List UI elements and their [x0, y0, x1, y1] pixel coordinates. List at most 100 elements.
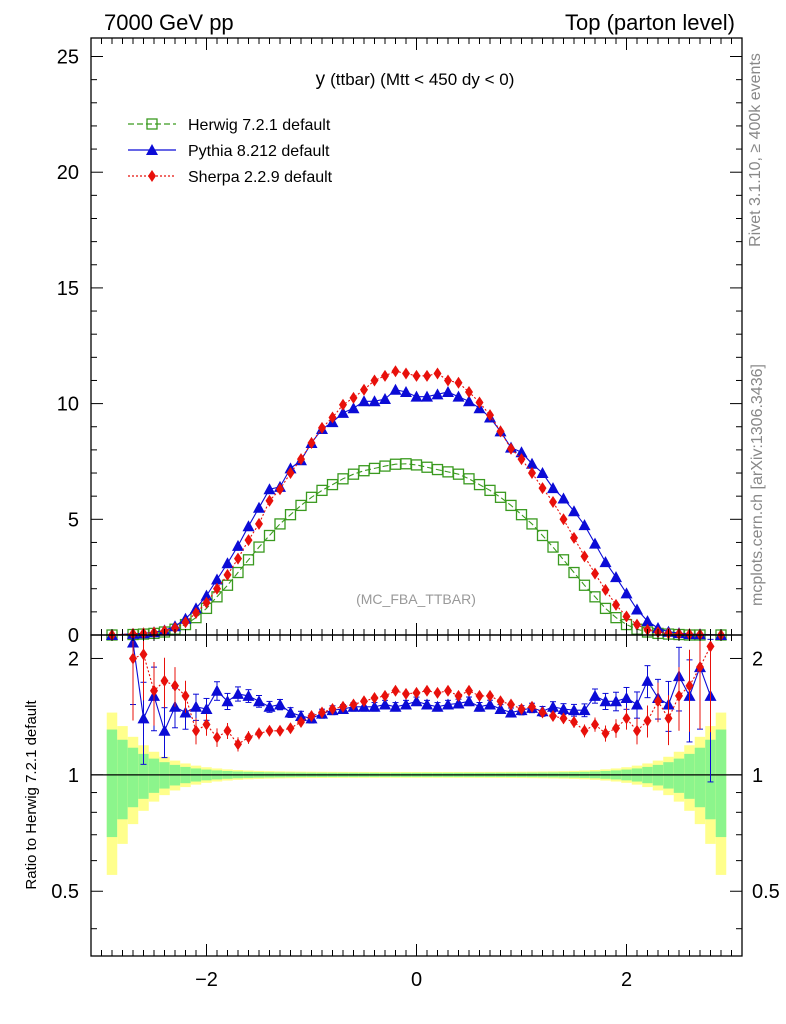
x-tick-label: 0 — [411, 969, 422, 991]
ratio-point — [421, 698, 433, 710]
data-point — [610, 611, 622, 624]
ratio-point — [160, 674, 169, 687]
data-point — [263, 483, 276, 495]
ratio-point — [190, 700, 202, 712]
ratio-point — [486, 689, 494, 702]
ratio-point — [263, 700, 276, 712]
data-point — [370, 374, 379, 387]
legend-label: Sherpa 2.2.9 default — [188, 169, 333, 186]
data-point — [253, 541, 265, 553]
stat-band — [138, 753, 149, 799]
data-point — [234, 552, 242, 565]
ratio-point — [612, 722, 620, 735]
ratio-point — [274, 698, 286, 710]
ratio-point — [559, 712, 568, 725]
data-point — [570, 531, 578, 544]
ratio-point — [568, 704, 580, 716]
data-point — [442, 386, 454, 398]
ratio-point — [368, 700, 381, 712]
data-point — [641, 615, 654, 627]
ratio-point — [528, 700, 536, 713]
legend-marker — [146, 144, 158, 155]
data-point — [557, 492, 570, 504]
ratio-point — [696, 661, 704, 674]
data-point — [391, 365, 400, 378]
ratio-point — [211, 684, 223, 696]
ratio-series-1 — [129, 635, 715, 752]
ratio-point — [578, 704, 591, 716]
data-point — [171, 622, 179, 635]
title-main: y — [316, 69, 326, 90]
ratio-y-tick-label-right: 2 — [752, 648, 763, 670]
watermark: (MC_FBA_TTBAR) — [356, 591, 476, 607]
ratio-point — [654, 695, 662, 708]
ratio-point — [557, 703, 570, 715]
data-point — [242, 554, 255, 566]
ratio-point — [444, 684, 452, 697]
data-point — [547, 482, 559, 494]
stat-band — [117, 739, 128, 820]
ratio-point — [591, 718, 599, 731]
ratio-point — [200, 703, 213, 715]
data-point — [263, 529, 276, 542]
data-point — [517, 453, 526, 466]
data-point — [507, 442, 515, 455]
data-point — [444, 374, 452, 387]
ratio-point — [463, 695, 475, 707]
data-point — [265, 494, 274, 507]
ratio-point — [496, 695, 505, 708]
ratio-point — [318, 706, 326, 719]
ratio-point — [307, 709, 316, 722]
legend-entry: Pythia 8.212 default — [128, 143, 330, 160]
data-point — [633, 618, 641, 631]
mcplots-label: mcplots.cern.ch [arXiv:1306.3436] — [749, 364, 766, 606]
data-point — [328, 411, 337, 424]
data-point — [599, 602, 612, 615]
main-panel: 0 5 10 15 20 25 y (ttbar) (Mtt < 450 dy < 0) (… — [57, 37, 743, 647]
ratio-point — [295, 709, 307, 721]
ratio-point — [412, 686, 421, 699]
data-point — [612, 598, 620, 611]
data-point — [326, 478, 339, 491]
ratio-frame — [90, 634, 743, 957]
header-left: 7000 GeV pp — [104, 10, 234, 35]
data-point — [337, 406, 349, 418]
data-point — [316, 484, 328, 497]
data-point — [305, 491, 318, 503]
data-point — [431, 388, 444, 400]
ratio-point — [631, 698, 643, 710]
ratio-y-tick-label-right: 1 — [752, 765, 763, 787]
ratio-point — [129, 652, 137, 665]
stat-band — [148, 758, 160, 793]
data-point — [349, 391, 358, 404]
ratio-series-0 — [127, 634, 717, 783]
ratio-point — [221, 695, 234, 707]
ratio-point — [643, 714, 652, 727]
data-point — [232, 539, 244, 551]
data-point — [242, 520, 255, 532]
data-point — [463, 473, 475, 485]
data-point — [557, 554, 570, 566]
data-point — [347, 402, 360, 414]
ratio-point — [202, 718, 211, 731]
data-point — [202, 596, 211, 609]
data-point — [379, 392, 391, 404]
ratio-point — [370, 692, 379, 705]
data-point — [295, 499, 307, 512]
data-point — [589, 591, 601, 603]
data-point — [423, 369, 431, 382]
header-right: Top (parton level) — [565, 10, 735, 35]
ratio-point — [232, 687, 244, 699]
data-point — [421, 461, 433, 473]
data-point — [307, 436, 316, 449]
ratio-point — [158, 724, 171, 736]
ratio-point — [433, 686, 442, 699]
data-point — [297, 453, 305, 466]
ratio-point — [284, 706, 297, 718]
rivet-label: Rivet 3.1.10, ≥ 400k events — [747, 53, 764, 247]
data-point — [433, 367, 442, 380]
ratio-point — [517, 703, 526, 716]
data-point — [601, 583, 610, 596]
ratio-point — [234, 738, 242, 751]
data-point — [465, 386, 473, 399]
